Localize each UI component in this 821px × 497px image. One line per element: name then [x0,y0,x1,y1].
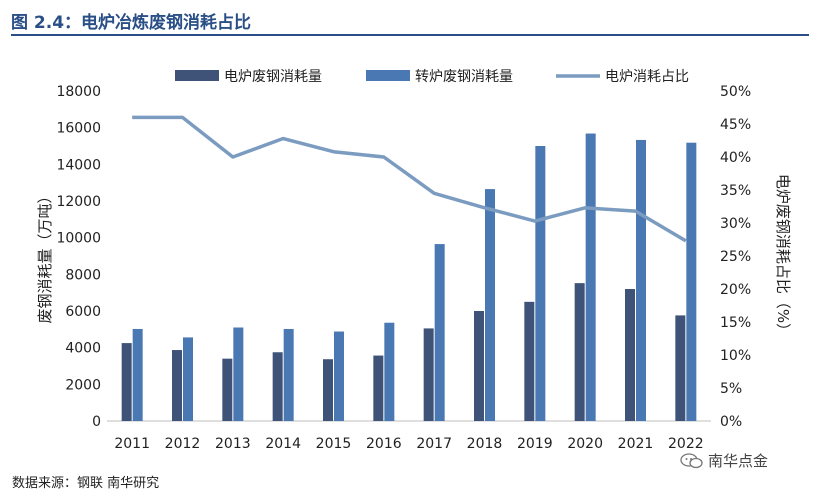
x-tick-label: 2016 [366,436,402,452]
bar-eaf-scrap-2013 [222,358,233,421]
y2-tick-label: 40% [720,150,751,166]
y-tick-label: 14000 [56,157,101,173]
y2-tick-label: 0% [720,414,742,430]
watermark: 南华点金 [680,450,768,471]
legend-label-bof: 转炉废钢消耗量 [415,69,513,85]
y-tick-label: 0 [92,414,101,430]
y2-tick-label: 35% [720,183,751,199]
bar-eaf-scrap-2022 [675,315,686,421]
y-axis-title: 废钢消耗量（万吨） [36,188,54,323]
y-tick-label: 8000 [65,267,101,283]
bar-eaf-scrap-2011 [121,343,132,421]
y-tick-label: 4000 [65,341,101,357]
x-tick-label: 2013 [215,436,251,452]
bar-eaf-scrap-2021 [625,289,635,421]
y-tick-label: 16000 [56,121,101,137]
bar-eaf-scrap-2016 [373,355,384,421]
x-tick-label: 2020 [567,436,603,452]
bar-eaf-scrap-2012 [172,350,182,421]
bar-bof-scrap-2012 [183,337,193,421]
y2-tick-label: 25% [720,249,751,265]
bar-eaf-scrap-2015 [323,359,333,421]
x-tick-label: 2019 [517,436,553,452]
y-tick-label: 2000 [65,377,101,393]
bar-bof-scrap-2021 [636,139,646,421]
bar-bof-scrap-2013 [233,327,244,421]
chart-title: 图 2.4：电炉冶炼废钢消耗占比 [11,13,252,33]
y2-axis-title: 电炉废钢消耗占比（%） [774,174,792,338]
x-tick-label: 2022 [668,436,704,452]
legend-label-eaf: 电炉废钢消耗量 [224,69,322,85]
y2-tick-label: 15% [720,315,751,331]
y2-tick-label: 20% [720,282,751,298]
y2-tick-label: 50% [720,84,751,100]
x-tick-label: 2021 [618,436,654,452]
watermark-text: 南华点金 [708,452,769,470]
y2-tick-label: 5% [720,381,742,397]
legend-label-share: 电炉消耗占比 [605,69,689,85]
bar-eaf-scrap-2018 [474,311,484,421]
source-note: 数据来源：钢联 南华研究 [12,476,160,491]
bar-bof-scrap-2016 [384,322,395,421]
legend-swatch-bof [366,70,410,81]
y-tick-label: 12000 [56,194,101,210]
line-eaf-share [132,115,687,243]
bar-bof-scrap-2014 [283,328,294,421]
bar-bof-scrap-2019 [535,146,546,421]
wechat-icon [680,452,703,468]
bar-bof-scrap-2017 [434,244,445,421]
x-tick-label: 2018 [467,436,503,452]
bar-eaf-scrap-2020 [574,283,585,421]
bar-bof-scrap-2018 [485,189,495,421]
bar-bof-scrap-2022 [686,142,697,421]
bar-eaf-scrap-2019 [524,301,535,421]
y2-tick-label: 10% [720,348,751,364]
x-tick-label: 2011 [114,436,150,452]
title-divider [11,34,809,36]
bar-eaf-scrap-2014 [272,352,283,421]
x-tick-label: 2015 [316,436,352,452]
legend-swatch-eaf [175,70,219,81]
bar-eaf-scrap-2017 [423,328,434,421]
x-tick-label: 2014 [265,436,301,452]
y2-tick-label: 45% [720,117,751,133]
x-tick-label: 2017 [416,436,452,452]
combo-chart: 0 2000 4000 6000 8000 10000 12000 14000 16000 180… [36,69,792,452]
bar-bof-scrap-2015 [334,331,344,421]
y-tick-label: 6000 [65,304,101,320]
bar-bof-scrap-2020 [585,133,596,422]
y-tick-label: 18000 [56,84,101,100]
y-tick-label: 10000 [56,231,101,247]
y2-tick-label: 30% [720,216,751,232]
x-tick-label: 2012 [165,436,201,452]
bar-bof-scrap-2011 [132,328,143,421]
